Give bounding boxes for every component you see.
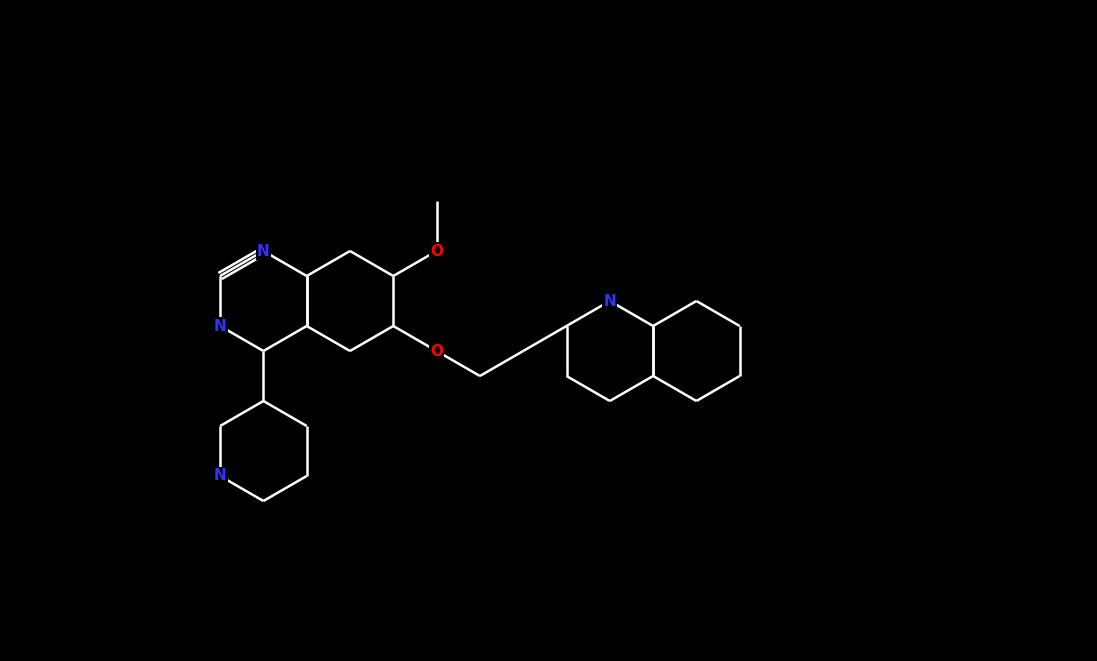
Text: O: O xyxy=(430,243,443,258)
Text: O: O xyxy=(430,344,443,358)
Text: N: N xyxy=(214,469,226,483)
Text: N: N xyxy=(603,293,617,309)
Text: N: N xyxy=(257,243,270,258)
Text: N: N xyxy=(214,319,226,334)
